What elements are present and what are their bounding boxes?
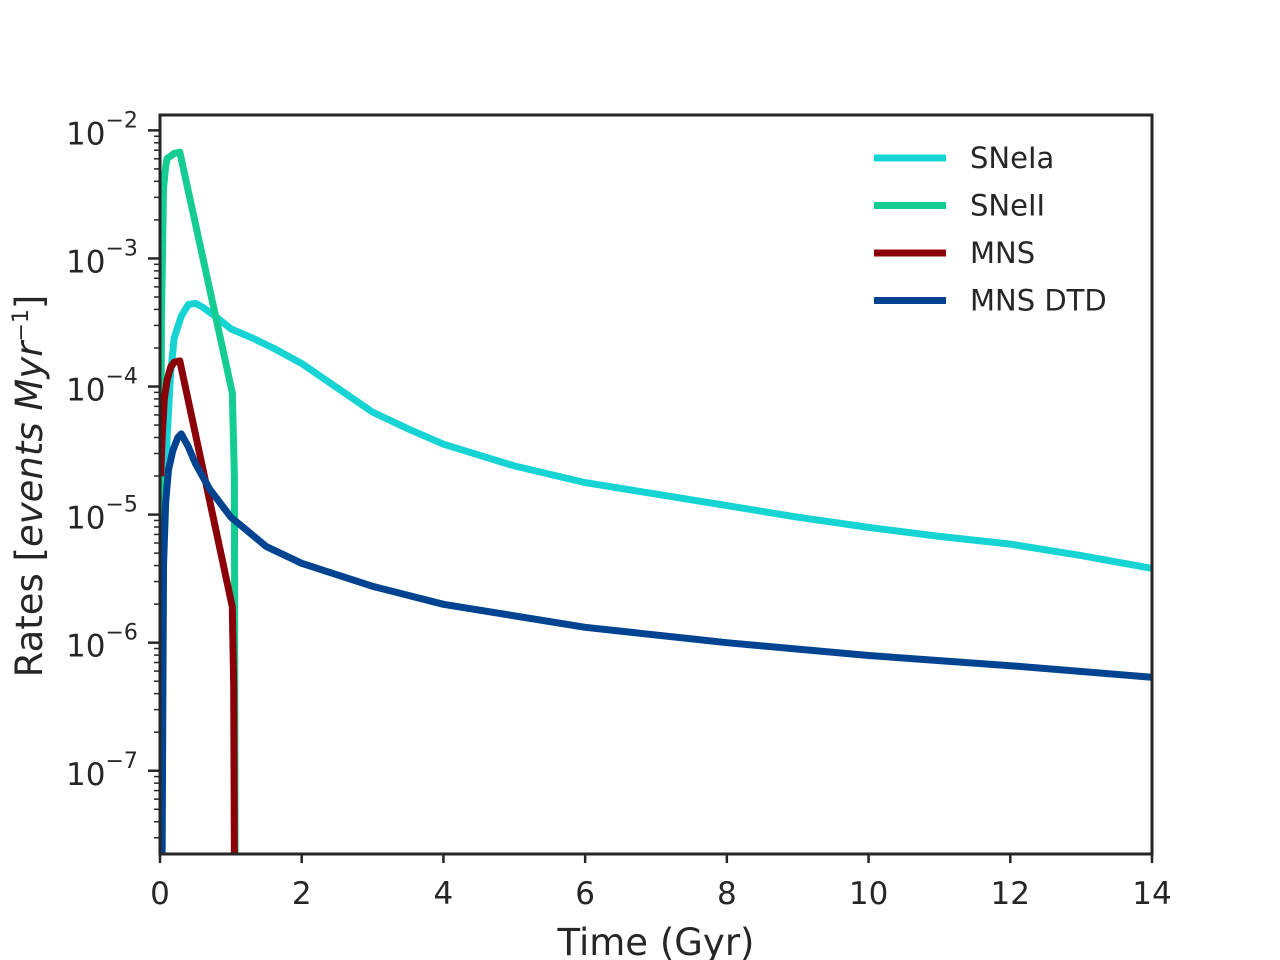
y-tick-label: 10−5 (66, 493, 138, 537)
y-tick-label: 10−3 (66, 236, 138, 280)
series-line-sneia (160, 299, 1152, 854)
legend: SNeIa SNeII MNS MNS DTD (874, 141, 1107, 318)
series-line-mns-dtd (160, 430, 1152, 854)
y-axis-label: Rates [events Myr−1] (8, 295, 51, 678)
legend-label-sneii: SNeII (970, 189, 1045, 223)
x-tick-label: 4 (434, 876, 454, 912)
x-axis-label: Time (Gyr) (557, 921, 755, 960)
series-layer (160, 148, 1152, 854)
legend-label-mns: MNS (970, 236, 1035, 270)
legend-label-mns-dtd: MNS DTD (970, 284, 1107, 318)
y-tick-label: 10−2 (66, 108, 138, 152)
x-tick-label: 0 (150, 876, 170, 912)
x-tick-label: 12 (991, 876, 1030, 912)
y-tick-label: 10−7 (66, 749, 138, 793)
ticks-layer: 0 2 4 6 8 10 12 14 10−2 10−3 10−4 10−5 10−6 10−7 (66, 108, 1172, 912)
series-line-sneii (160, 148, 239, 854)
x-tick-label: 14 (1132, 876, 1171, 912)
y-tick-label: 10−4 (66, 365, 138, 409)
series-line-mns (160, 357, 238, 854)
legend-label-sneia: SNeIa (970, 141, 1054, 175)
plot-frame (158, 113, 1154, 856)
y-tick-label: 10−6 (66, 621, 138, 665)
x-tick-label: 2 (292, 876, 312, 912)
x-tick-label: 6 (575, 876, 595, 912)
x-tick-label: 8 (717, 876, 737, 912)
x-tick-label: 10 (849, 876, 888, 912)
